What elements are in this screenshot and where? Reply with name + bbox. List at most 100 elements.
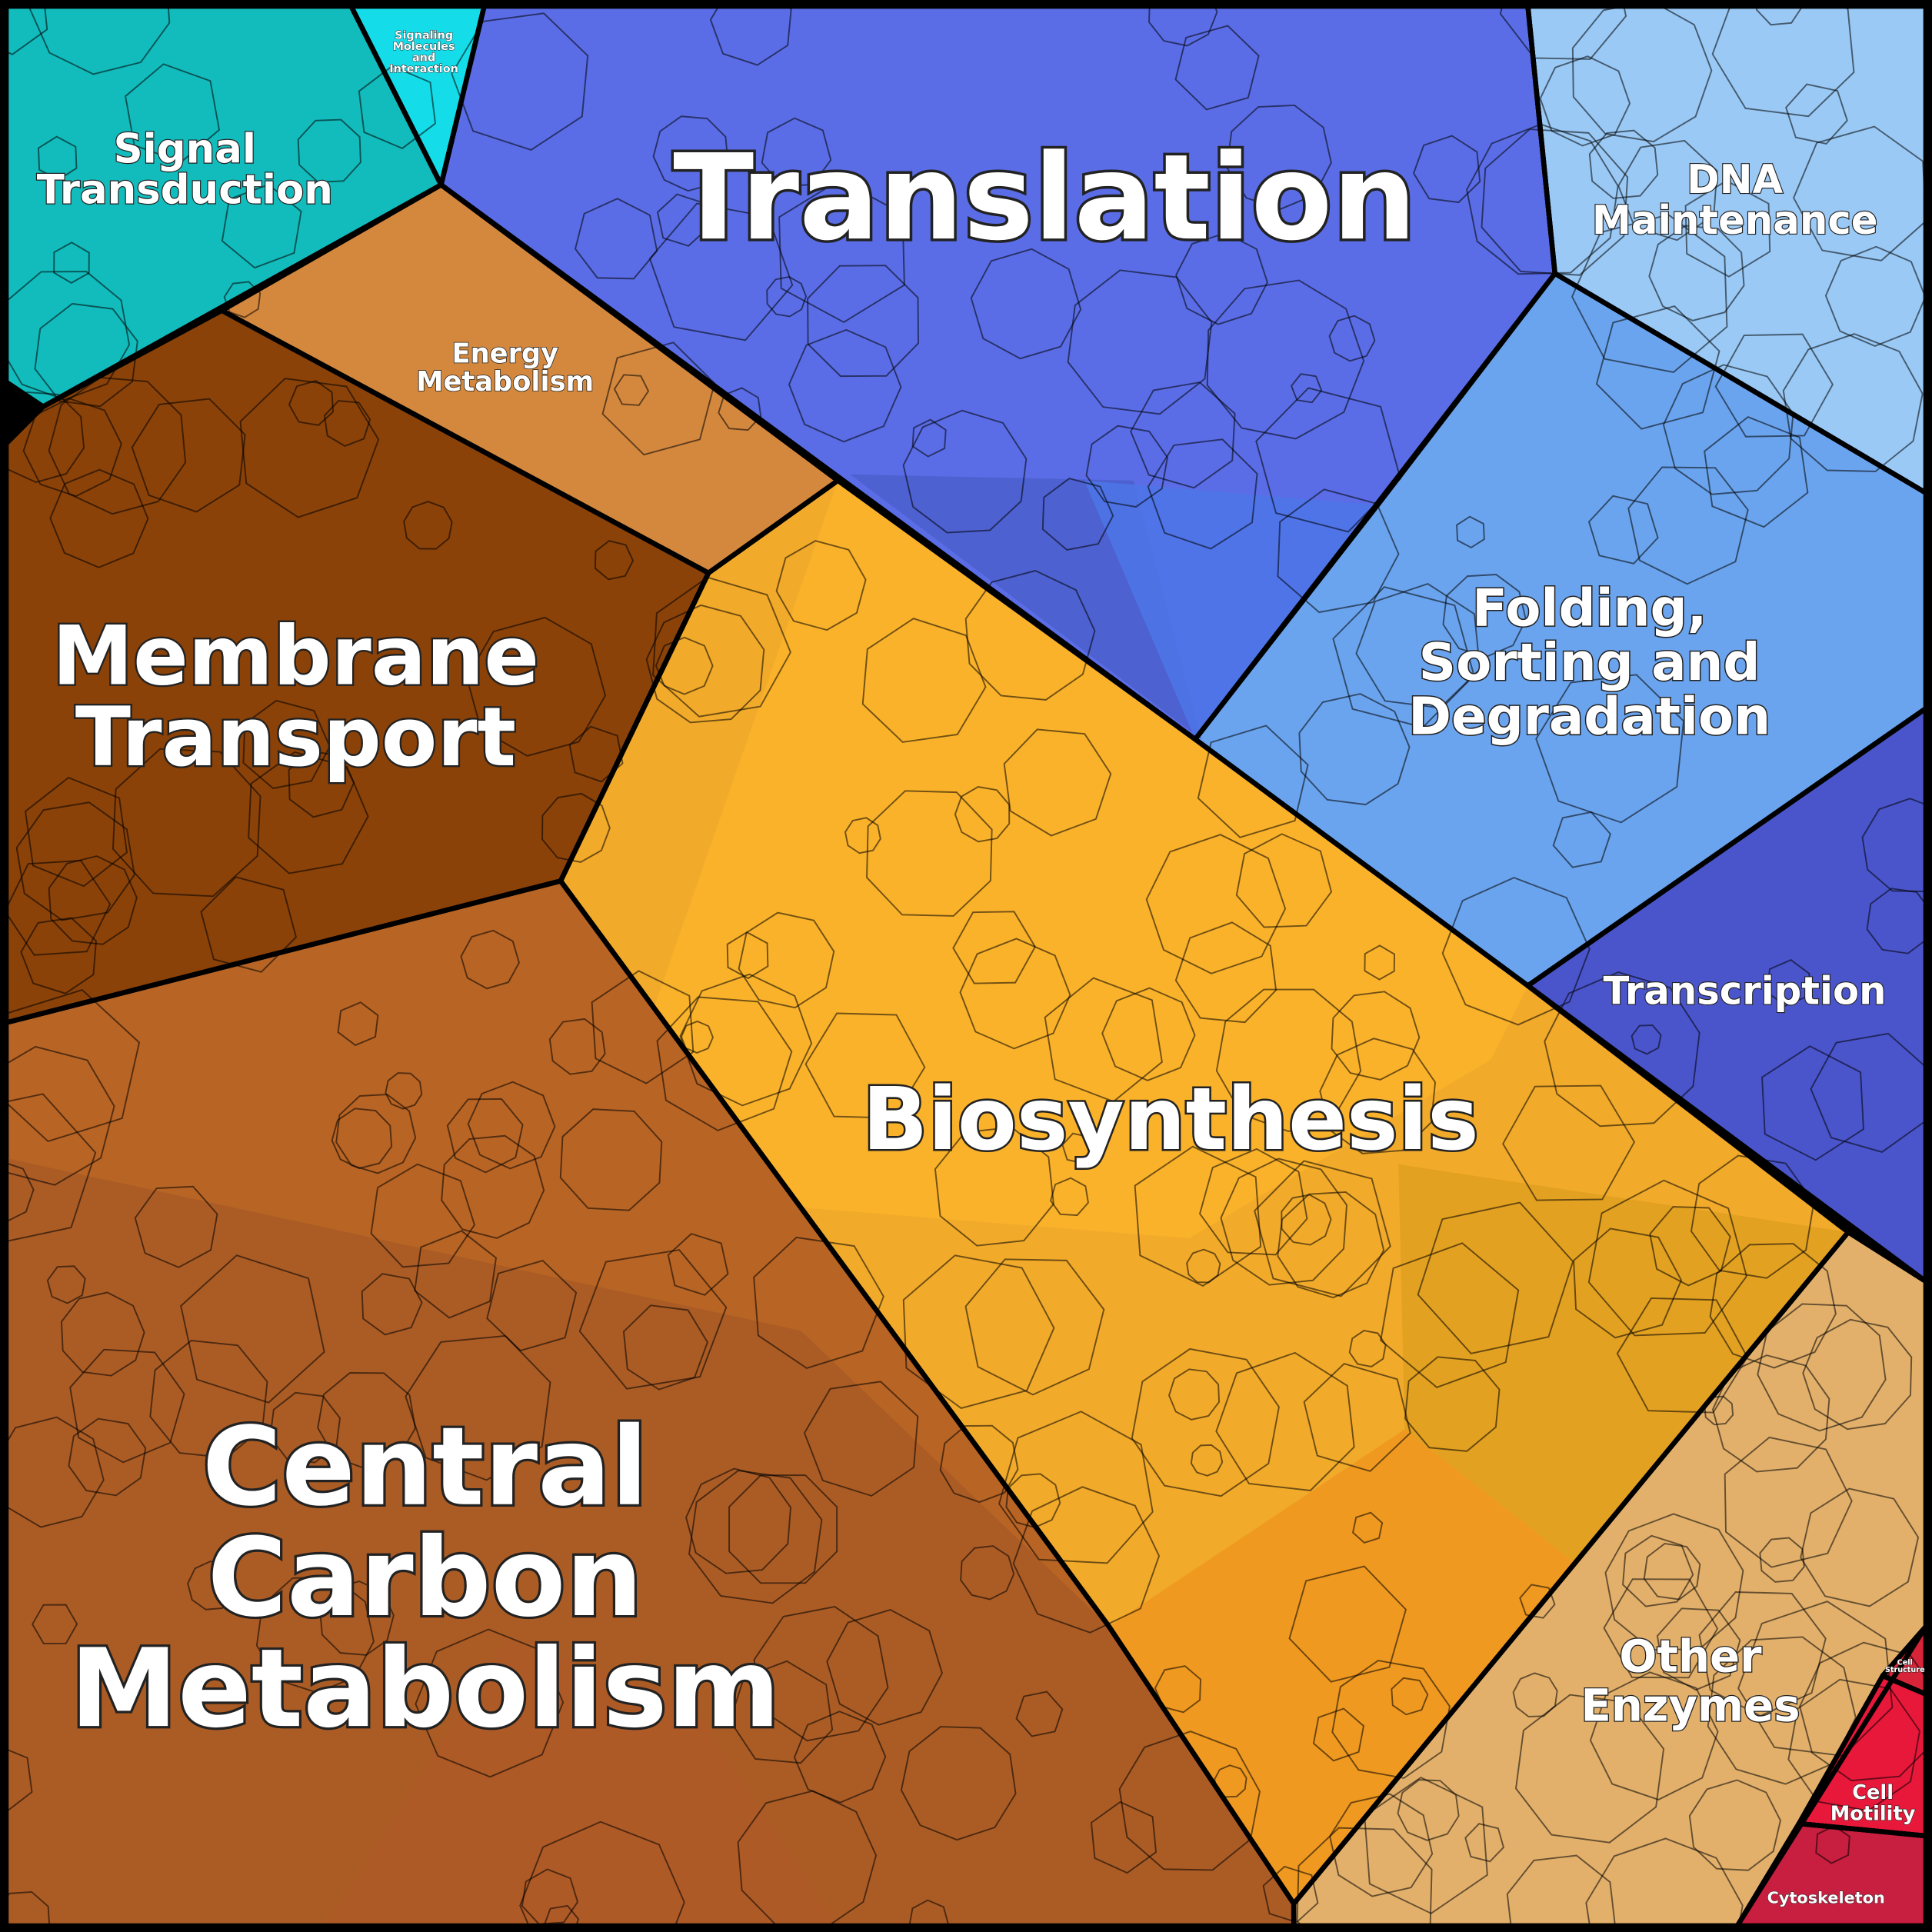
sub-cell	[1199, 1148, 1308, 1256]
sub-cell	[242, 699, 331, 790]
region-label: Folding, Sorting and Degradation	[1408, 578, 1770, 746]
sub-cell	[53, 242, 90, 284]
label-line: Cell	[1897, 1659, 1913, 1667]
sub-cell	[1698, 1591, 1827, 1717]
label-line: Enzymes	[1581, 1679, 1800, 1731]
sub-cell	[521, 1868, 579, 1925]
sub-cell	[370, 1163, 476, 1268]
sub-cell	[49, 468, 149, 568]
sub-cell	[934, 1126, 1054, 1247]
sub-cell	[28, 0, 171, 75]
sub-cell	[568, 725, 624, 783]
sub-cell	[519, 1820, 685, 1932]
sub-cell	[1616, 1297, 1748, 1414]
sub-cell	[1737, 1601, 1894, 1757]
sub-cell	[1148, 0, 1218, 47]
sub-cell	[1364, 1776, 1488, 1914]
sub-cell	[908, 1899, 949, 1932]
sub-cell	[451, 12, 589, 152]
sub-cell	[0, 1160, 35, 1224]
sub-cell	[1277, 488, 1400, 614]
sub-cell	[737, 1790, 878, 1930]
sub-cell	[1174, 25, 1260, 111]
sub-cell	[134, 1185, 218, 1268]
region-label: Membrane Transport	[52, 608, 539, 784]
sub-cell	[1785, 83, 1848, 145]
sub-cell	[793, 1710, 887, 1804]
sub-cell	[685, 1467, 792, 1574]
sub-cell	[1298, 693, 1411, 806]
sub-cell	[1281, 1194, 1332, 1246]
sub-cell	[1197, 724, 1309, 838]
sub-cell	[486, 1259, 578, 1352]
region-label: Biosynthesis	[862, 1070, 1479, 1170]
sub-cell	[1262, 1865, 1319, 1924]
sub-cell	[446, 1098, 524, 1174]
sub-cell	[1757, 1303, 1887, 1432]
sub-cell	[1235, 833, 1333, 928]
sub-cell	[656, 193, 709, 247]
label-line: Motility	[1830, 1802, 1916, 1825]
label-line: DNA	[1687, 157, 1783, 203]
sub-cell	[1519, 1584, 1556, 1619]
sub-cell	[1012, 1486, 1161, 1634]
sub-cell	[959, 938, 1071, 1050]
sub-cell	[1190, 1444, 1224, 1477]
sub-cell	[22, 398, 122, 498]
sub-cell	[1397, 1779, 1460, 1841]
sub-cell	[601, 341, 716, 456]
region-label: Cell Structure	[1885, 1659, 1925, 1675]
sub-cell	[68, 1417, 147, 1497]
sub-cell	[38, 135, 78, 181]
sub-cell	[679, 973, 813, 1107]
region-label: Energy Metabolism	[416, 338, 594, 398]
sub-cell	[970, 248, 1082, 360]
sub-cell	[1688, 1779, 1781, 1871]
sub-cell	[1130, 381, 1236, 489]
sub-cell	[248, 751, 369, 874]
sub-cell	[788, 328, 902, 443]
sub-cell	[1656, 1607, 1741, 1691]
label-line: Biosynthesis	[862, 1070, 1479, 1170]
sub-cell	[1648, 225, 1745, 321]
sub-cell	[0, 1093, 97, 1244]
sub-cell	[1649, 1206, 1731, 1287]
label-line: Signaling	[395, 30, 453, 42]
sub-cell	[46, 1265, 86, 1304]
sub-cell	[807, 265, 919, 378]
sub-cell	[726, 931, 769, 980]
sub-cell	[1761, 1045, 1864, 1161]
sub-cell	[1782, 333, 1924, 472]
label-line: Transduction	[37, 166, 333, 213]
sub-cell	[1329, 1793, 1434, 1897]
sub-cell	[622, 1304, 708, 1391]
sub-cell	[20, 917, 97, 994]
sub-cell	[405, 1334, 551, 1481]
sub-cell	[844, 817, 881, 854]
sub-cell	[1351, 1511, 1384, 1544]
sub-cell	[866, 790, 993, 917]
label-line: Metabolism	[70, 1626, 781, 1752]
sub-cell	[1709, 1243, 1837, 1369]
sub-cell	[753, 1606, 889, 1742]
sub-cell	[131, 398, 246, 513]
sub-cell	[939, 1424, 1019, 1504]
sub-region	[1084, 480, 1378, 740]
sub-cell	[667, 1233, 729, 1296]
sub-cell	[1662, 364, 1794, 495]
sub-cell	[1312, 1707, 1365, 1762]
sub-cell	[385, 1072, 423, 1110]
sub-cell	[1684, 179, 1771, 278]
sub-cell	[180, 1254, 325, 1404]
label-line: Transport	[75, 690, 516, 784]
sub-cell	[200, 876, 298, 973]
sub-cell	[414, 1230, 498, 1319]
label-line: Folding,	[1472, 578, 1707, 638]
sub-cell	[1573, 1227, 1683, 1339]
sub-cell	[1506, 1854, 1616, 1932]
sub-cell	[32, 1604, 78, 1644]
sub-cell	[255, 1575, 375, 1694]
sub-cell	[1571, 0, 1713, 143]
